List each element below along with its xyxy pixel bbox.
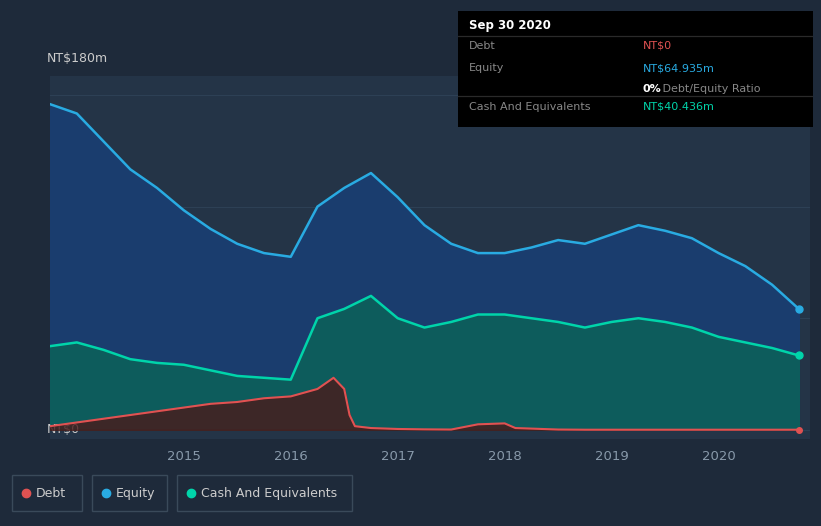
Text: 0%: 0% xyxy=(643,84,661,94)
Text: NT$64.935m: NT$64.935m xyxy=(643,63,714,73)
Text: NT$180m: NT$180m xyxy=(46,53,108,65)
Text: Debt/Equity Ratio: Debt/Equity Ratio xyxy=(658,84,760,94)
Text: Sep 30 2020: Sep 30 2020 xyxy=(469,19,551,32)
Text: NT$40.436m: NT$40.436m xyxy=(643,102,714,112)
Text: Equity: Equity xyxy=(469,63,504,73)
Text: Debt: Debt xyxy=(36,487,67,500)
Text: Cash And Equivalents: Cash And Equivalents xyxy=(469,102,590,112)
Text: Equity: Equity xyxy=(116,487,155,500)
Text: Cash And Equivalents: Cash And Equivalents xyxy=(201,487,337,500)
Text: NT$0: NT$0 xyxy=(46,422,80,436)
Text: Debt: Debt xyxy=(469,41,496,51)
Text: NT$0: NT$0 xyxy=(643,41,672,51)
